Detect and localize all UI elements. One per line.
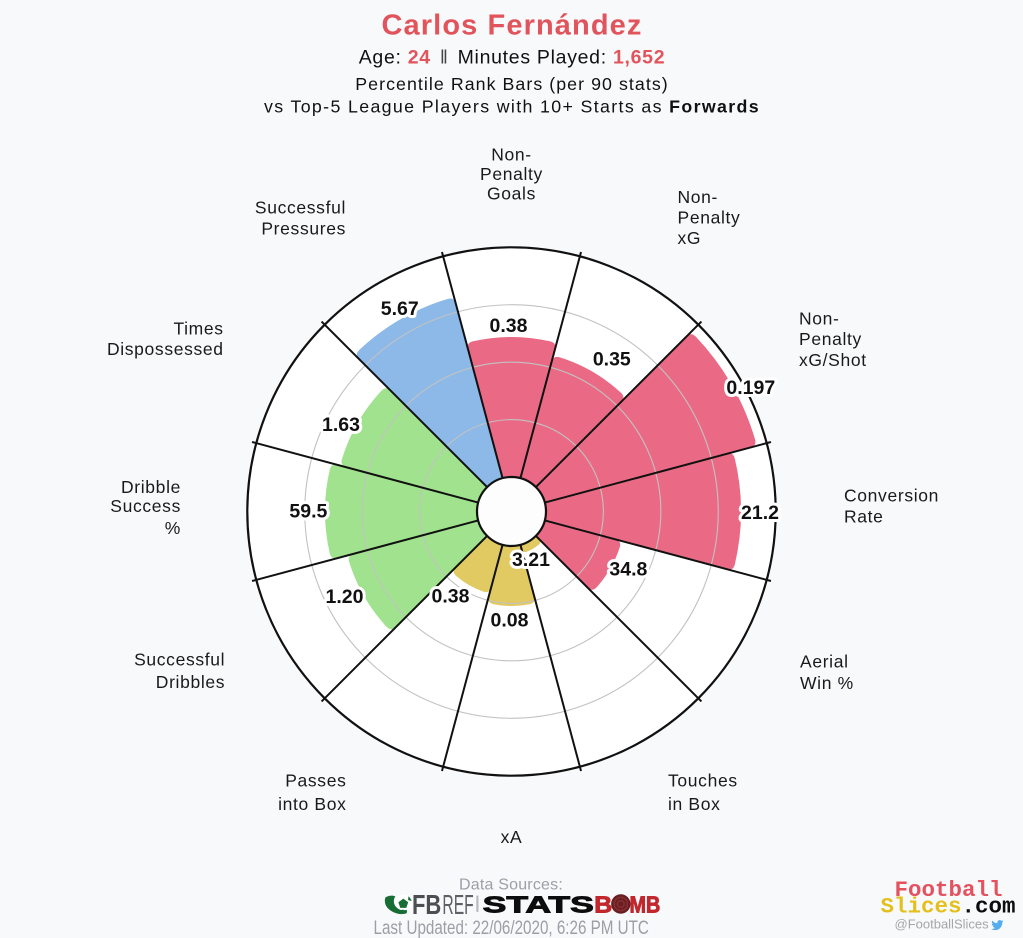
svg-text:Goals: Goals <box>487 183 536 203</box>
svg-text:0.08: 0.08 <box>491 610 529 632</box>
svg-text:59.5: 59.5 <box>289 501 327 523</box>
svg-text:@FootballSlices: @FootballSlices <box>895 917 990 932</box>
svg-text:21.2: 21.2 <box>741 502 779 524</box>
svg-text:Win %: Win % <box>800 673 854 693</box>
svg-text:0.38: 0.38 <box>490 315 528 337</box>
svg-text:Passes: Passes <box>285 771 346 791</box>
svg-text:Penalty: Penalty <box>480 164 543 184</box>
svg-text:STATS: STATS <box>483 892 594 917</box>
svg-text:Carlos Fernández: Carlos Fernández <box>382 10 643 42</box>
svg-text:Conversion: Conversion <box>844 486 939 506</box>
svg-text:Successful: Successful <box>134 650 225 670</box>
svg-text:Times: Times <box>173 318 223 338</box>
svg-text:Non-: Non- <box>678 187 719 207</box>
svg-text:Slices.com: Slices.com <box>881 894 1016 920</box>
svg-text:1.20: 1.20 <box>326 586 364 608</box>
svg-text:3.21: 3.21 <box>512 549 550 571</box>
svg-text:vs Top-5 League Players with 1: vs Top-5 League Players with 10+ Starts … <box>264 97 760 117</box>
svg-text:Data Sources:: Data Sources: <box>459 877 563 894</box>
svg-text:Aerial: Aerial <box>800 652 849 672</box>
svg-text:xG: xG <box>678 228 702 248</box>
svg-text:Non-: Non- <box>491 144 532 164</box>
svg-text:MB: MB <box>630 892 661 918</box>
svg-text:Age: 24‖Minutes Played: 1,652: Age: 24 ‖ Minutes Played: 1,652 <box>359 47 666 69</box>
svg-text:34.8: 34.8 <box>609 559 647 581</box>
svg-text:Pressures: Pressures <box>261 218 346 238</box>
svg-text:0.38: 0.38 <box>432 586 470 608</box>
svg-text:0.35: 0.35 <box>593 349 631 371</box>
svg-text:Dribbles: Dribbles <box>156 672 225 692</box>
svg-text:Non-: Non- <box>799 308 840 328</box>
svg-text:Dribble: Dribble <box>121 477 181 497</box>
svg-text:Last Updated: 22/06/2020, 6:26: Last Updated: 22/06/2020, 6:26 PM UTC <box>374 916 649 938</box>
svg-text:%: % <box>165 518 181 538</box>
svg-text:Football: Football <box>895 877 1003 903</box>
svg-text:B: B <box>594 892 612 918</box>
svg-text:1.63: 1.63 <box>322 414 360 436</box>
svg-text:0.197: 0.197 <box>726 377 775 399</box>
svg-text:Touches: Touches <box>668 771 738 791</box>
svg-text:Penalty: Penalty <box>799 329 862 349</box>
svg-text:Penalty: Penalty <box>678 207 741 227</box>
svg-text:Successful: Successful <box>255 198 346 218</box>
svg-text:xG/Shot: xG/Shot <box>799 350 867 370</box>
svg-text:xA: xA <box>501 827 523 847</box>
svg-text:Percentile Rank Bars (per 90 s: Percentile Rank Bars (per 90 stats) <box>355 74 668 94</box>
svg-text:5.67: 5.67 <box>381 298 419 320</box>
svg-text:FB: FB <box>412 890 441 921</box>
svg-text:Success: Success <box>110 496 181 516</box>
svg-text:Dispossessed: Dispossessed <box>107 339 224 359</box>
svg-text:into Box: into Box <box>278 794 346 814</box>
svg-text:REF: REF <box>442 888 473 920</box>
svg-text:in Box: in Box <box>668 794 721 814</box>
svg-text:Rate: Rate <box>844 506 884 526</box>
